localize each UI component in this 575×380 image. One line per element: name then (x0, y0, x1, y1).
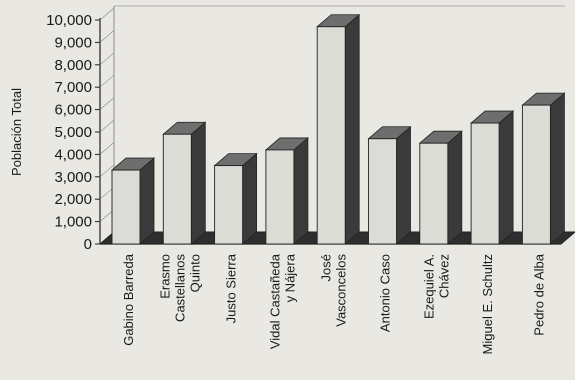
y-tick-label: 5,000 (54, 124, 92, 141)
category-label-line: Quinto (187, 254, 202, 292)
y-tick-depth (99, 164, 115, 178)
y-tick-depth (99, 142, 115, 155)
bar-front (368, 138, 397, 245)
category-label-line: Gabino Barreda (121, 253, 136, 346)
category-label-line: Miguel E. Schultz (480, 254, 495, 354)
category-label: Justo Sierra (224, 253, 239, 323)
y-tick-label: 10,000 (46, 12, 92, 29)
bar (470, 110, 515, 245)
bar-front (470, 122, 500, 245)
y-axis-title: Población Total (9, 88, 24, 176)
category-label: Pedro de Alba (531, 253, 546, 335)
category-label: Vidal Castañeda y Nájera (267, 253, 297, 349)
category-label-line: y Nájera (282, 253, 297, 302)
bar (367, 125, 412, 245)
bar-side (242, 152, 258, 245)
category-label: Ezequiel A. Chávez (421, 254, 451, 319)
bar-front (265, 149, 295, 245)
y-tick-label: 2,000 (54, 191, 92, 208)
y-tick-depth (99, 97, 115, 110)
category-label-line: Chávez (436, 254, 451, 298)
y-tick-depth (99, 119, 115, 133)
category-label-line: Vidal Castañeda (267, 253, 282, 349)
bar-side (190, 121, 206, 245)
category-label-line: Castellanos (172, 254, 187, 322)
bar-side (498, 110, 514, 245)
bar-side (447, 130, 463, 245)
category-label-line: Justo Sierra (224, 253, 239, 323)
bar (213, 152, 258, 245)
bar (264, 137, 309, 245)
y-tick-depth (99, 7, 115, 21)
y-tick-label: 6,000 (54, 102, 92, 119)
bar-side (293, 137, 309, 245)
bar-front (521, 104, 551, 245)
y-tick-label: 3,000 (54, 169, 92, 186)
y-tick-label: 0 (84, 236, 92, 253)
bar-side (396, 125, 411, 245)
bar-front (162, 133, 192, 245)
y-tick-label: 9,000 (54, 34, 92, 51)
y-tick-depth (99, 74, 115, 88)
y-tick-label: 1,000 (54, 214, 92, 231)
category-labels: Gabino Barreda Erasmo Castellanos Quinto Jus… (121, 253, 546, 354)
y-axis: 0 1,000 2,000 3,000 4,000 5,000 6,000 7,000 8,00… (46, 5, 565, 253)
bar (316, 13, 361, 245)
category-label: Antonio Caso (378, 254, 393, 332)
category-label-line: Vasconcelos (334, 254, 349, 327)
y-tick-depth (99, 30, 115, 43)
category-label-line: Erasmo (157, 254, 172, 299)
category-label-line: Antonio Caso (378, 254, 393, 332)
bar-front (111, 169, 141, 245)
category-label-line: Pedro de Alba (531, 253, 546, 335)
bar (521, 92, 566, 245)
bar (110, 157, 156, 245)
bar-front (214, 165, 244, 245)
category-label-line: Ezequiel A. (421, 254, 436, 319)
y-tick-label: 8,000 (54, 57, 92, 74)
category-label: Miguel E. Schultz (480, 254, 495, 354)
bar-front (419, 142, 449, 245)
y-tick-label: 4,000 (54, 146, 92, 163)
bar-side (550, 92, 565, 245)
bar (418, 130, 463, 245)
bar-side (344, 13, 360, 245)
bars (110, 13, 566, 245)
category-label: Gabino Barreda (121, 253, 136, 346)
bar-side (139, 157, 155, 245)
category-label: José Vasconcelos (319, 254, 349, 327)
category-label-line: José (319, 254, 334, 281)
category-label: Erasmo Castellanos Quinto (157, 254, 202, 322)
y-tick-depth (99, 52, 115, 66)
y-tick-label: 7,000 (54, 79, 92, 96)
bar (162, 121, 207, 245)
bar-front (316, 26, 346, 245)
